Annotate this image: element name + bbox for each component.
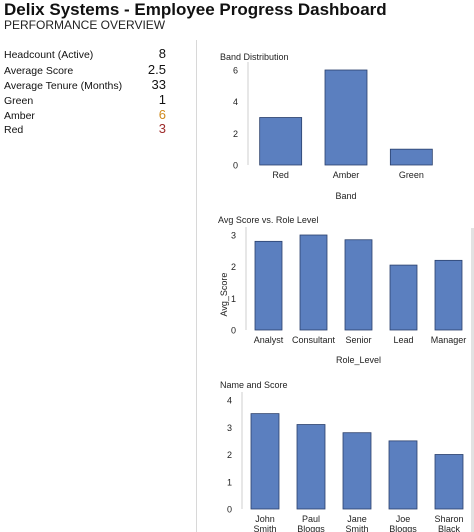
x-tick-label: Amber xyxy=(333,170,360,180)
kpi-headcount: Headcount (Active) 8 xyxy=(4,45,166,61)
x-tick-label: Joe Bloggs xyxy=(389,514,417,532)
bar xyxy=(259,117,303,166)
kpi-label: Green xyxy=(4,95,34,107)
bar xyxy=(434,259,463,331)
y-tick-label: 3 xyxy=(227,423,232,433)
bar xyxy=(254,240,283,331)
chart-title: Avg Score vs. Role Level xyxy=(218,215,318,225)
bar xyxy=(434,454,464,510)
x-tick-label: Senior xyxy=(345,335,371,345)
x-axis-label: Role_Level xyxy=(336,355,381,365)
kpi-value: 33 xyxy=(151,77,166,92)
kpi-value: 1 xyxy=(158,92,166,107)
x-tick-label: Paul Bloggs xyxy=(297,514,325,532)
bar xyxy=(299,234,328,331)
kpi-label: Average Score xyxy=(4,65,74,77)
y-tick-label: 2 xyxy=(227,450,232,460)
bar xyxy=(342,432,372,510)
dashboard-subtitle: PERFORMANCE OVERVIEW xyxy=(4,18,166,32)
right-edge-strip xyxy=(471,228,474,532)
kpi-value: 2.5 xyxy=(147,62,166,77)
kpi-label: Headcount (Active) xyxy=(4,49,94,61)
kpi-label: Red xyxy=(4,124,24,136)
bar xyxy=(389,148,433,166)
bar xyxy=(324,69,368,166)
panel-divider xyxy=(196,40,197,532)
x-tick-label: Analyst xyxy=(254,335,284,345)
y-tick-label: 4 xyxy=(233,97,238,107)
bar xyxy=(250,413,280,510)
kpi-red: Red 3 xyxy=(4,120,166,136)
y-tick-label: 1 xyxy=(227,477,232,487)
y-tick-label: 0 xyxy=(231,326,236,336)
x-tick-label: John Smith xyxy=(253,514,276,532)
y-tick-label: 6 xyxy=(233,66,238,76)
y-tick-label: 4 xyxy=(227,396,232,406)
x-tick-label: Lead xyxy=(393,335,413,345)
kpi-value: 8 xyxy=(158,46,166,61)
name-score-chart: Name and Score 0 1 2 3 4 John Smith Paul Bloggs Ja… xyxy=(220,380,464,532)
x-tick-label: Jane Smith xyxy=(345,514,368,532)
x-tick-label: Consultant xyxy=(292,335,336,345)
x-tick-label: Green xyxy=(399,170,424,180)
kpi-amber: Amber 6 xyxy=(4,106,166,122)
bar xyxy=(296,424,326,510)
y-axis-label: Avg_Score xyxy=(219,273,229,317)
y-tick-label: 0 xyxy=(233,161,238,171)
kpi-label: Average Tenure (Months) xyxy=(4,80,123,92)
kpi-average-score: Average Score 2.5 xyxy=(4,61,166,77)
kpi-green: Green 1 xyxy=(4,91,166,107)
kpi-value: 6 xyxy=(158,107,166,122)
y-tick-label: 1 xyxy=(231,294,236,304)
kpi-average-tenure: Average Tenure (Months) 33 xyxy=(4,76,166,92)
x-tick-label: Red xyxy=(272,170,289,180)
kpi-label: Amber xyxy=(4,110,35,122)
x-tick-label: Manager xyxy=(431,335,467,345)
chart-title: Name and Score xyxy=(220,380,288,390)
kpi-value: 3 xyxy=(158,121,166,136)
x-axis-label: Band xyxy=(335,191,356,201)
x-tick-label: Sharon Black xyxy=(434,514,463,532)
y-tick-label: 0 xyxy=(227,505,232,515)
y-tick-label: 2 xyxy=(233,129,238,139)
bar xyxy=(389,264,418,331)
band-distribution-chart: Band Distribution 0 2 4 6 Red Amber Green Band xyxy=(220,52,433,201)
chart-title: Band Distribution xyxy=(220,52,289,62)
y-tick-label: 2 xyxy=(231,262,236,272)
bar xyxy=(344,239,373,331)
avg-score-role-chart: Avg Score vs. Role Level 0 1 2 3 Analyst Consu… xyxy=(218,215,467,365)
y-tick-label: 3 xyxy=(231,231,236,241)
bar xyxy=(388,440,418,510)
dashboard-title: Delix Systems - Employee Progress Dashbo… xyxy=(4,0,387,19)
